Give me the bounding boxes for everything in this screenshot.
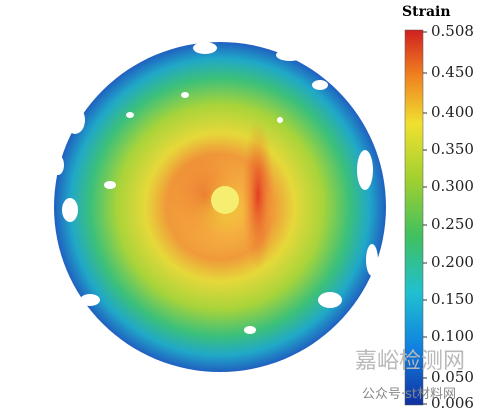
watermark-account: 公众号·st材料网	[362, 387, 456, 402]
tick-label: 0.350	[431, 140, 474, 158]
tick-label: 0.508	[431, 22, 474, 40]
tick-label: 0.300	[431, 177, 474, 195]
colorbar-ticks: 0.508 0.450 0.400 0.350 0.300 0.250 0.200 0.150…	[423, 22, 474, 412]
tick-label: 0.150	[431, 290, 474, 308]
tick-label: 0.006	[431, 394, 474, 412]
tick-label: 0.200	[431, 253, 474, 271]
tick-label: 0.250	[431, 215, 474, 233]
tick-label: 0.100	[431, 327, 474, 345]
watermark-site: 嘉峪检测网	[355, 349, 465, 374]
colorbar-title: Strain	[402, 4, 451, 20]
tick-label: 0.450	[431, 63, 474, 81]
tick-label: 0.050	[431, 368, 474, 386]
strain-field	[52, 42, 386, 372]
colorbar	[404, 29, 424, 406]
tick-label: 0.400	[431, 103, 474, 121]
